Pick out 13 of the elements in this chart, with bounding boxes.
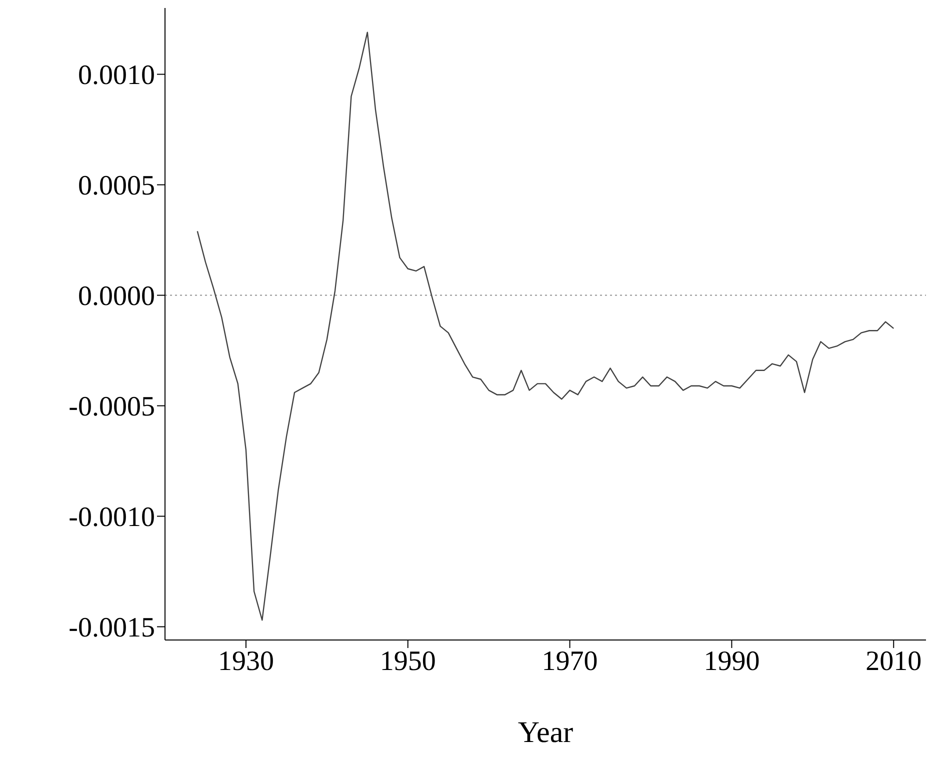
y-tick-label: 0.0010	[78, 60, 155, 92]
x-tick-label: 2010	[866, 646, 922, 677]
y-tick-label: 0.0005	[78, 170, 155, 202]
line-series	[196, 32, 894, 621]
y-tick-label: -0.0010	[68, 502, 155, 534]
y-tick-label: -0.0015	[68, 612, 155, 644]
x-tick-label: 1930	[218, 646, 274, 677]
x-tick-label: 1970	[542, 646, 598, 677]
y-tick-label: 0.0000	[78, 281, 155, 312]
y-tick-label: -0.0005	[68, 392, 155, 423]
x-tick-label: 1950	[380, 646, 436, 677]
x-tick-label: 1990	[704, 646, 760, 677]
x-axis-title: Year	[518, 716, 574, 749]
